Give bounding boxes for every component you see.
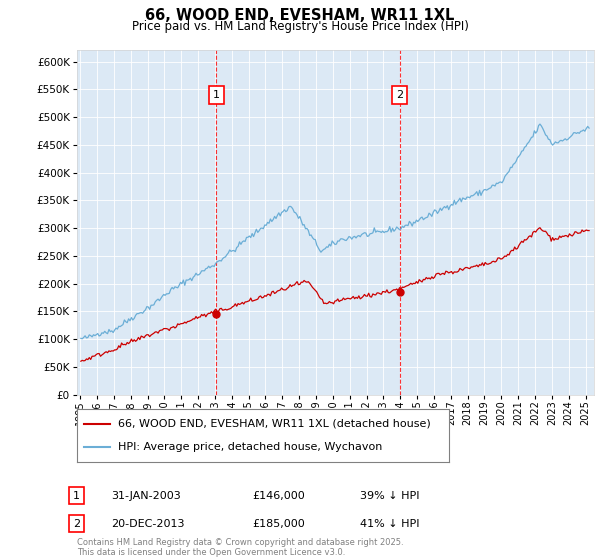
Text: £185,000: £185,000 <box>252 519 305 529</box>
Text: HPI: Average price, detached house, Wychavon: HPI: Average price, detached house, Wych… <box>118 442 382 452</box>
Text: 2: 2 <box>396 90 403 100</box>
Text: 66, WOOD END, EVESHAM, WR11 1XL: 66, WOOD END, EVESHAM, WR11 1XL <box>145 8 455 24</box>
Text: 1: 1 <box>213 90 220 100</box>
Text: 20-DEC-2013: 20-DEC-2013 <box>111 519 185 529</box>
Text: 41% ↓ HPI: 41% ↓ HPI <box>360 519 419 529</box>
Text: Contains HM Land Registry data © Crown copyright and database right 2025.
This d: Contains HM Land Registry data © Crown c… <box>77 538 403 557</box>
Text: 2: 2 <box>73 519 80 529</box>
Text: Price paid vs. HM Land Registry's House Price Index (HPI): Price paid vs. HM Land Registry's House … <box>131 20 469 32</box>
Text: 31-JAN-2003: 31-JAN-2003 <box>111 491 181 501</box>
Text: 1: 1 <box>73 491 80 501</box>
Text: 66, WOOD END, EVESHAM, WR11 1XL (detached house): 66, WOOD END, EVESHAM, WR11 1XL (detache… <box>118 419 430 429</box>
Text: £146,000: £146,000 <box>252 491 305 501</box>
Text: 39% ↓ HPI: 39% ↓ HPI <box>360 491 419 501</box>
